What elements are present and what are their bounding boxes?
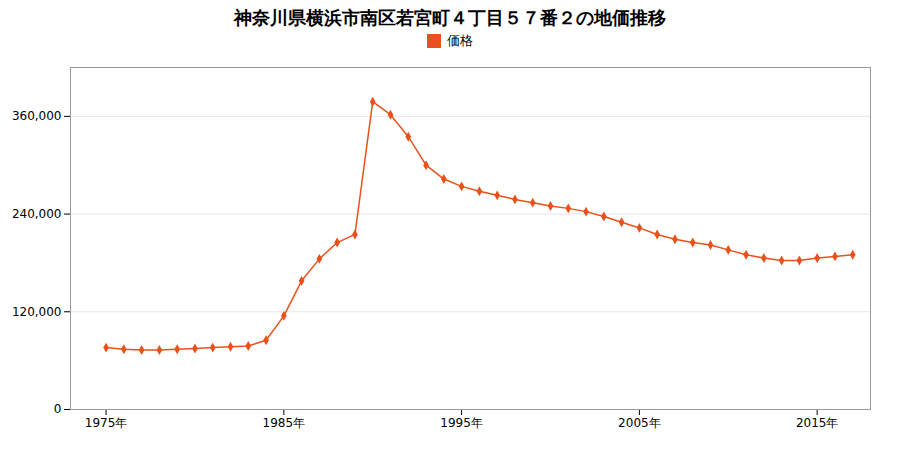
svg-text:240,000: 240,000 — [12, 207, 62, 221]
svg-text:2015年: 2015年 — [796, 416, 839, 430]
svg-text:2005年: 2005年 — [618, 416, 661, 430]
html-text:価格: 価格 — [447, 33, 473, 48]
svg-text:1995年: 1995年 — [440, 416, 483, 430]
svg-text:0: 0 — [54, 402, 62, 416]
svg-text:360,000: 360,000 — [12, 109, 62, 123]
svg-text:1985年: 1985年 — [263, 416, 306, 430]
html-text:神奈川県横浜市南区若宮町４丁目５７番２の地価推移: 神奈川県横浜市南区若宮町４丁目５７番２の地価推移 — [234, 7, 666, 28]
svg-text:120,000: 120,000 — [12, 305, 62, 319]
svg-text:1975年: 1975年 — [85, 416, 128, 430]
